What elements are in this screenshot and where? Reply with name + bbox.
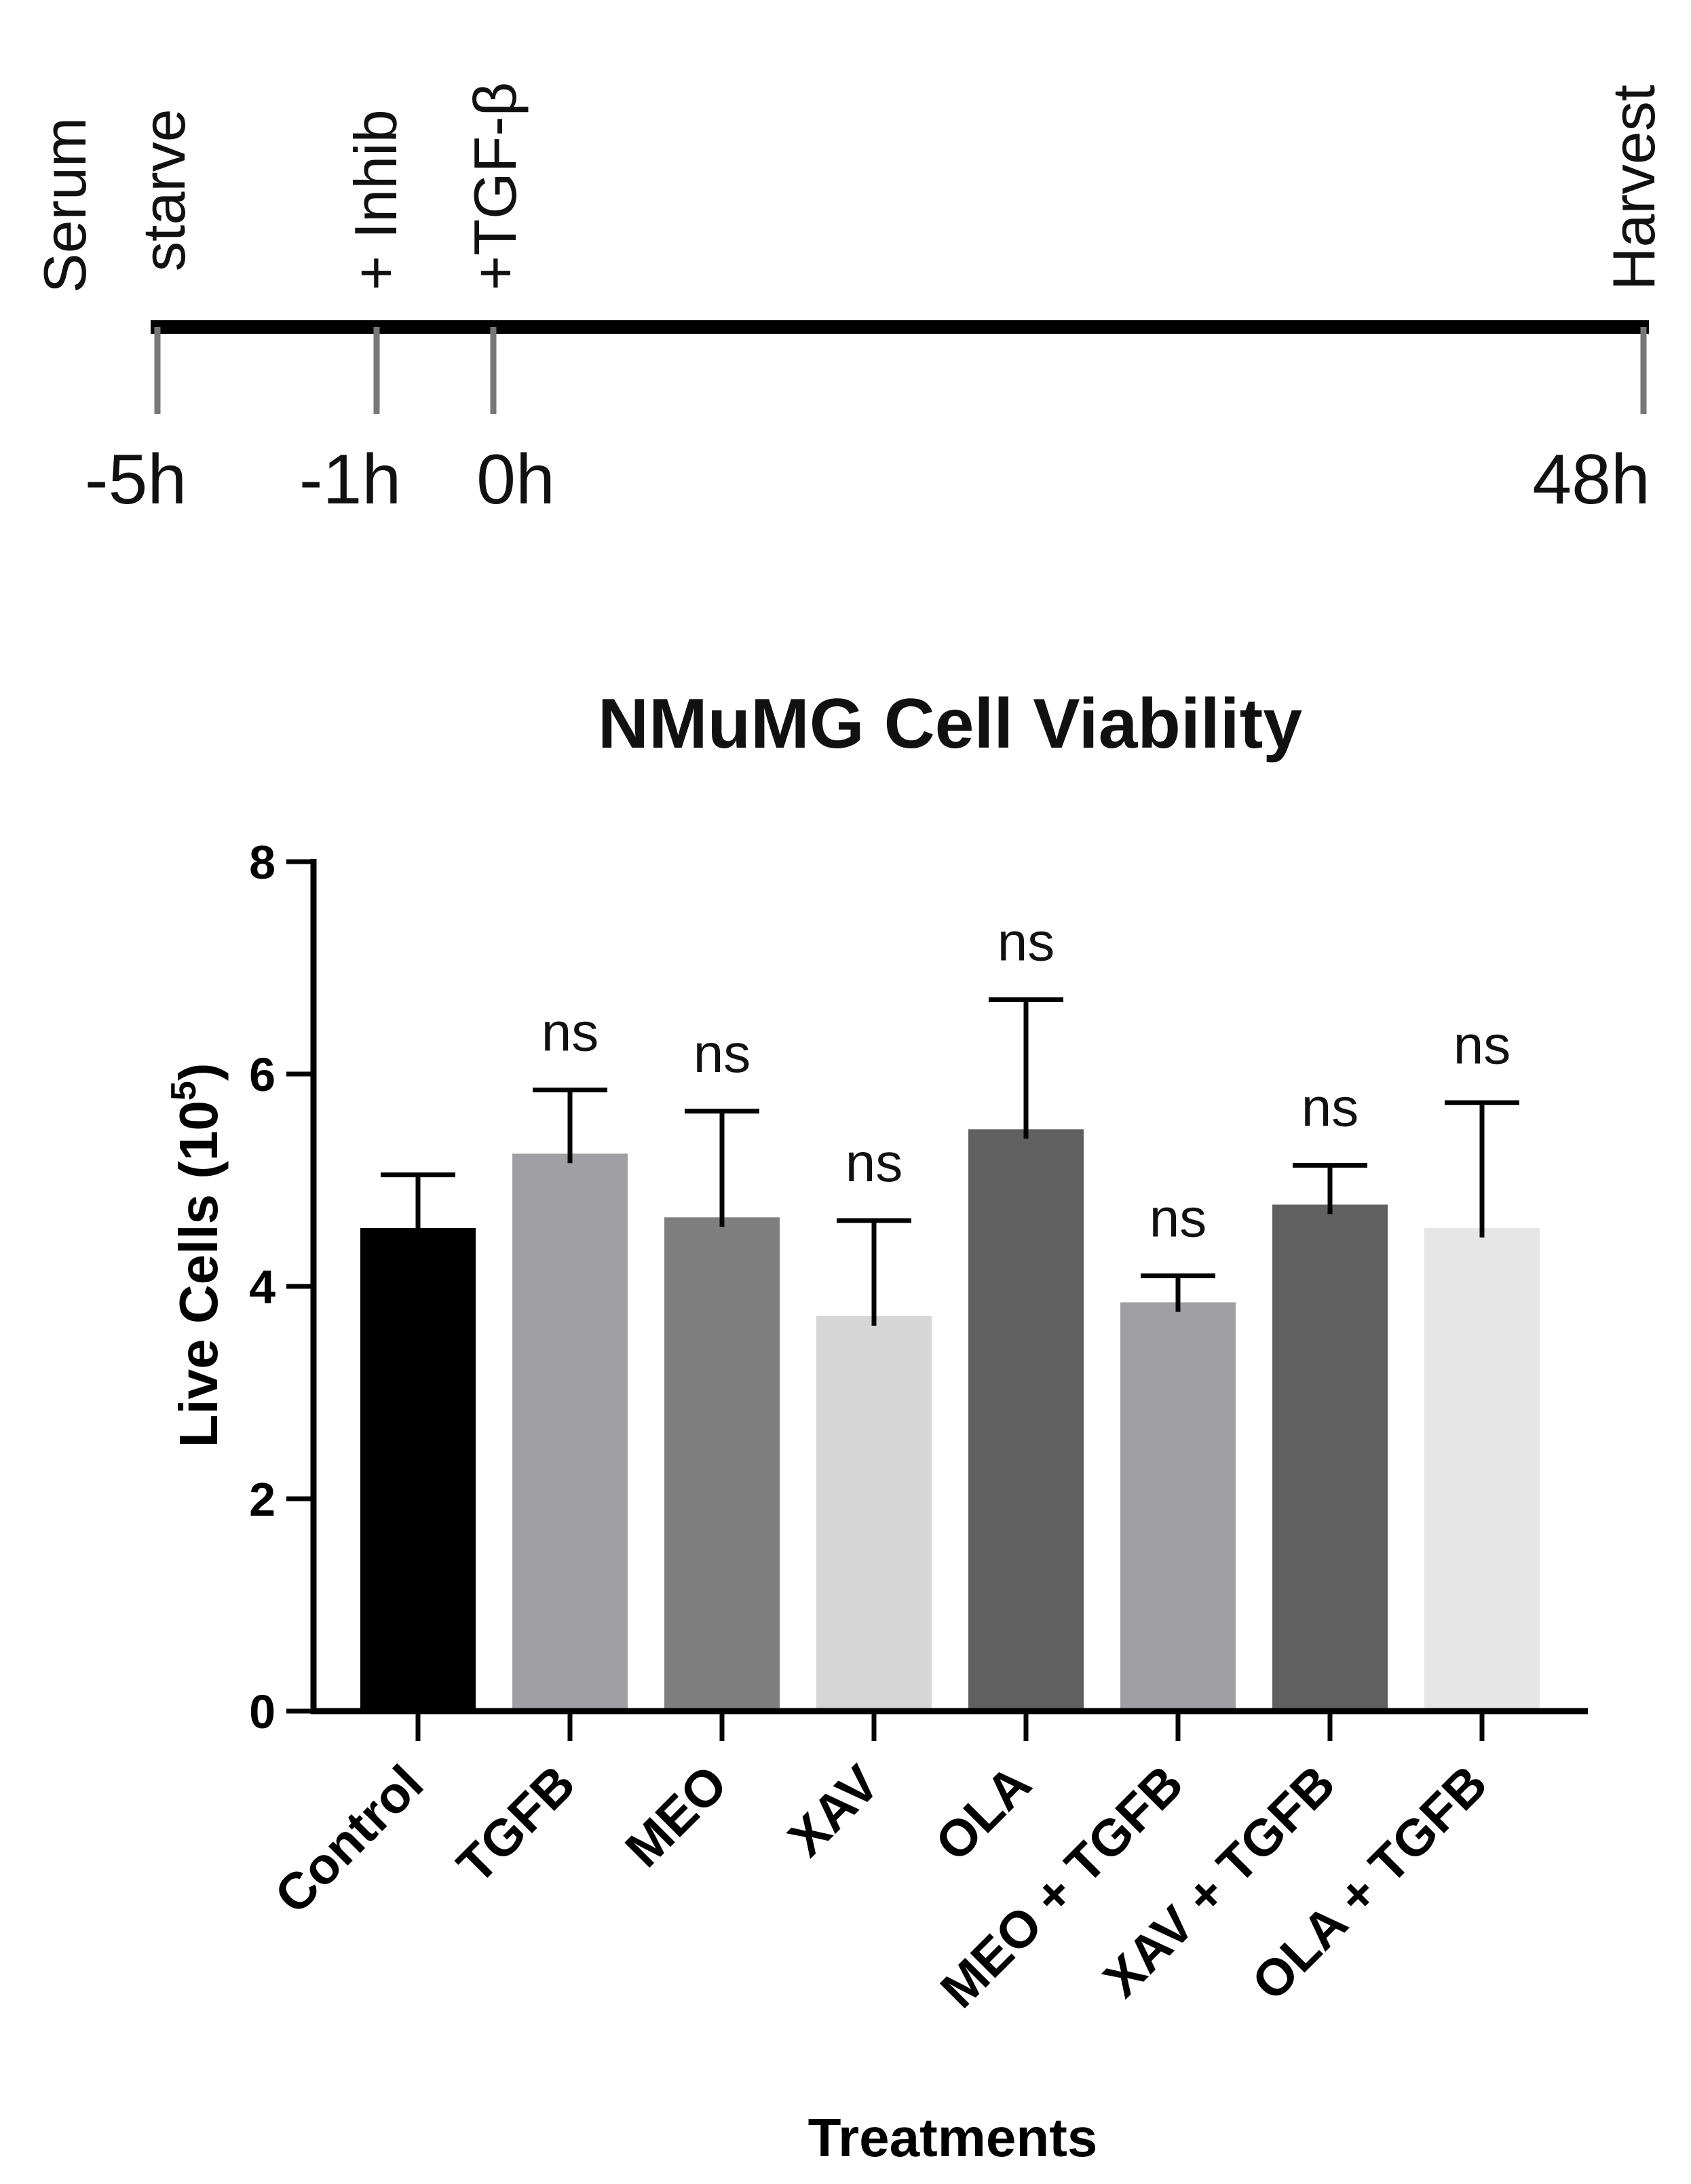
timeline-time-label: -5h [85, 440, 187, 519]
y-tick-label: 2 [249, 1473, 276, 1526]
timeline-time-label: 48h [1532, 440, 1650, 519]
bar-chart: NMuMG Cell Viability Live Cells (105) Tr… [164, 685, 1588, 2168]
chart-title: NMuMG Cell Viability [598, 685, 1302, 763]
significance-label: ns [1150, 1187, 1207, 1248]
bar [360, 1227, 476, 1711]
timeline-event-label: + Inhib [342, 109, 409, 290]
x-tick-label: OLA [924, 1755, 1042, 1873]
bar [816, 1316, 932, 1711]
significance-label: ns [694, 1023, 751, 1084]
timeline: Serum starve -5h + Inhib -1h +TGF-β 0h H… [31, 82, 1667, 519]
y-tick-label: 8 [249, 836, 276, 889]
timeline-time-label: -1h [299, 440, 401, 519]
timeline-event-label: starve [130, 109, 197, 271]
y-axis-title: Live Cells (105) [164, 1063, 229, 1448]
significance-label: ns [846, 1132, 903, 1193]
x-tick-label: MEO [614, 1755, 738, 1879]
timeline-event-label: +TGF-β [461, 82, 529, 290]
y-tick-label: 6 [249, 1048, 276, 1101]
significance-label: ns [542, 1001, 599, 1062]
bar [1120, 1302, 1236, 1711]
timeline-time-label: 0h [476, 440, 555, 519]
x-axis-title: Treatments [808, 2107, 1098, 2168]
y-tick-label: 4 [249, 1261, 276, 1314]
x-tick-label: TGFB [446, 1755, 586, 1894]
y-axis-title-text: Live Cells (105) [164, 1063, 229, 1448]
timeline-event-label: Harvest [1600, 85, 1667, 290]
bar [664, 1217, 780, 1711]
y-tick-label: 0 [249, 1685, 276, 1738]
significance-label: ns [1454, 1014, 1511, 1075]
bar [968, 1129, 1084, 1711]
x-tick-label: XAV [777, 1755, 890, 1868]
significance-label: ns [998, 911, 1055, 972]
bar [1272, 1204, 1388, 1711]
bar [1424, 1227, 1540, 1711]
x-tick-label: Control [264, 1755, 434, 1925]
timeline-event-label: Serum [31, 117, 98, 293]
bar [512, 1153, 628, 1711]
significance-label: ns [1302, 1077, 1359, 1138]
